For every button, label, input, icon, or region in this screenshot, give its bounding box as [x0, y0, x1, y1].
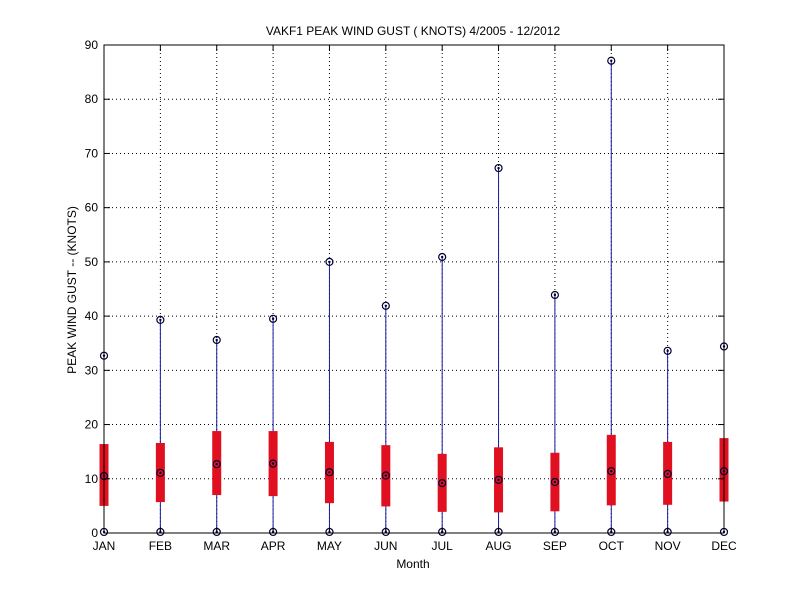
y-axis-label: PEAK WIND GUST -- (KNOTS) [65, 206, 79, 374]
median-marker [156, 468, 165, 477]
median-marker [550, 477, 560, 487]
max-marker [212, 335, 221, 345]
max-marker [325, 257, 334, 266]
box-marks [99, 56, 729, 537]
max-marker [494, 163, 503, 173]
y-tick-label: 30 [85, 363, 99, 377]
max-marker-dot [271, 317, 275, 321]
max-marker-dot [666, 349, 669, 353]
y-tick-label: 40 [85, 309, 99, 323]
max-marker-dot [553, 293, 557, 297]
median-marker-dot [271, 462, 275, 465]
max-marker [156, 315, 165, 325]
chart-title: VAKF1 PEAK WIND GUST ( KNOTS) 4/2005 - 1… [266, 24, 561, 38]
y-tick-label: 80 [85, 92, 99, 106]
x-tick-label: AUG [486, 539, 512, 553]
x-tick-label: OCT [599, 539, 625, 553]
max-marker [268, 314, 278, 323]
median-marker [607, 467, 616, 476]
median-marker [268, 459, 278, 468]
median-marker-dot [384, 474, 388, 477]
grid-lines [104, 45, 724, 533]
median-marker [663, 469, 672, 478]
x-tick-label: MAR [203, 539, 230, 553]
median-marker [381, 471, 390, 480]
max-marker-dot [215, 338, 218, 342]
x-tick-label: JUN [374, 539, 397, 553]
axes-frame [103, 44, 725, 534]
max-marker-dot [440, 255, 444, 259]
median-marker-dot [610, 469, 613, 473]
max-marker-dot [610, 59, 613, 62]
x-tick-label: SEP [543, 539, 567, 553]
median-marker-dot [553, 480, 557, 484]
median-marker-dot [328, 471, 331, 474]
median-marker [325, 468, 334, 477]
y-tick-label: 10 [85, 472, 99, 486]
y-tick-label: 0 [91, 526, 98, 540]
median-marker-dot [440, 481, 444, 485]
y-tick-label: 50 [85, 255, 99, 269]
median-marker [494, 475, 503, 484]
max-marker [438, 252, 447, 262]
y-tick-label: 60 [85, 201, 99, 215]
tick-labels: 0 10 20 30 40 50 60 70 80 90 JAN FEB MAR APR MAY JUN JUL… [85, 38, 737, 553]
y-tick-label: 20 [85, 418, 99, 432]
max-marker-dot [497, 166, 500, 170]
plot-frame [103, 44, 725, 534]
y-tick-label: 70 [85, 146, 99, 160]
median-marker-dot [497, 478, 500, 482]
max-marker-dot [384, 304, 388, 308]
median-marker-dot [159, 471, 162, 475]
x-tick-label: FEB [149, 539, 172, 553]
x-axis-label: Month [396, 557, 429, 571]
median-marker [438, 479, 447, 488]
x-tick-label: MAY [317, 539, 342, 553]
median-marker-dot [215, 462, 218, 466]
x-tick-label: DEC [711, 539, 737, 553]
max-marker [607, 56, 616, 65]
max-marker [550, 290, 560, 300]
max-marker-dot [159, 318, 162, 322]
x-tick-label: JAN [93, 539, 116, 553]
max-marker [663, 346, 672, 355]
x-tick-label: NOV [655, 539, 681, 553]
y-tick-label: 90 [85, 38, 99, 52]
max-marker-dot [328, 260, 331, 264]
median-marker-dot [666, 472, 669, 476]
x-tick-label: APR [261, 539, 286, 553]
median-marker [212, 460, 221, 469]
max-marker [381, 301, 390, 310]
x-tick-label: JUL [432, 539, 454, 553]
